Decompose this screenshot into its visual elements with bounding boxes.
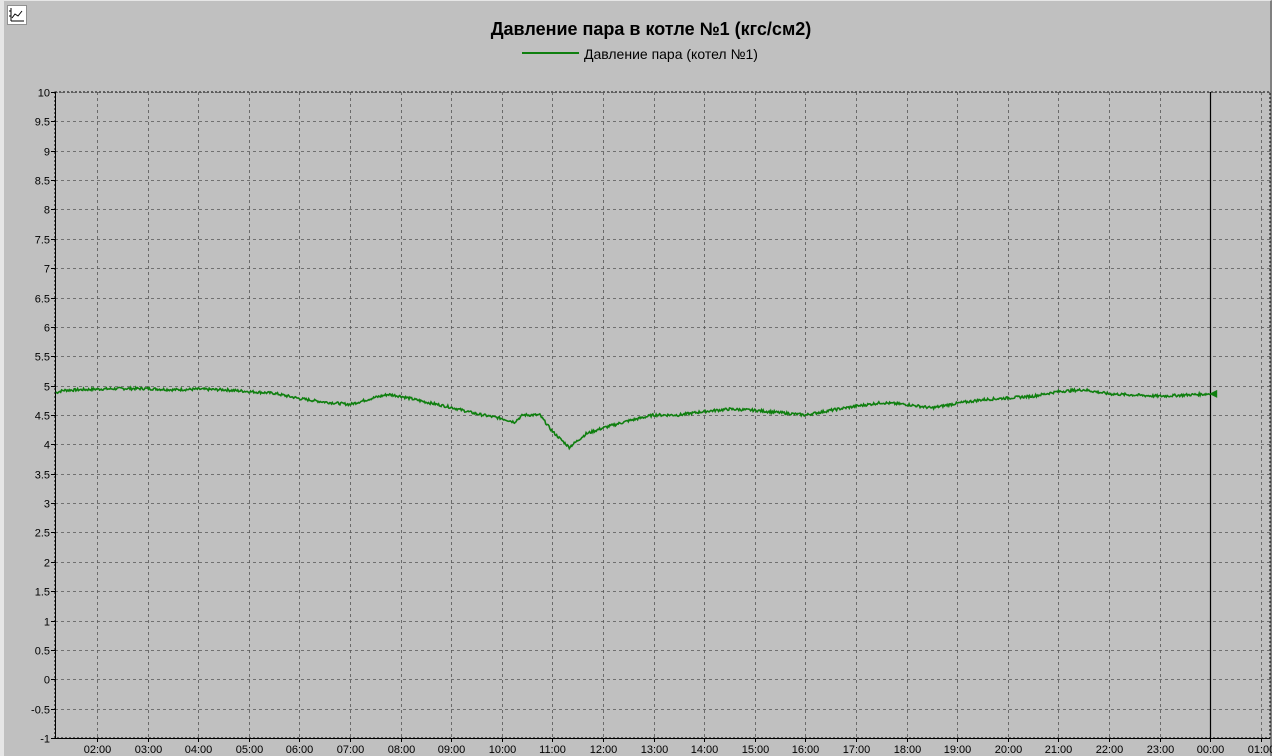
x-tick-label: 16:00	[792, 744, 820, 756]
plot-area: 10 9.5 9 8.5 8 7.5 7 6.5 6 5.5 5 4.5 4 3.5 3 2.5 2 1.5 1 0.…	[31, 88, 1272, 756]
y-tick-label: 2	[44, 558, 50, 570]
y-tick-label: 3.5	[35, 470, 50, 482]
y-tick-label: 5	[44, 382, 50, 394]
x-tick-label: 09:00	[438, 744, 466, 756]
legend-label: Давление пара (котел №1)	[584, 46, 758, 62]
x-tick-label: 15:00	[742, 744, 770, 756]
x-tick-label: 05:00	[236, 744, 264, 756]
y-tick-label: 4.5	[35, 411, 50, 423]
y-tick-label: 7	[44, 264, 50, 276]
y-tick-label: -0.5	[31, 705, 50, 717]
y-tick-label: 5.5	[35, 352, 50, 364]
y-tick-label: -1	[40, 734, 50, 746]
x-tick-label: 07:00	[337, 744, 365, 756]
chart-title: Давление пара в котле №1 (кгс/см2)	[491, 19, 812, 39]
y-tick-label: 0	[44, 675, 50, 687]
y-tick-label: 1	[44, 617, 50, 629]
x-tick-label: 04:00	[185, 744, 213, 756]
x-tick-label: 06:00	[286, 744, 314, 756]
x-tick-label: 19:00	[944, 744, 972, 756]
x-tick-label: 21:00	[1045, 744, 1073, 756]
x-tick-label: 10:00	[489, 744, 517, 756]
y-tick-label: 4	[44, 440, 50, 452]
legend: Давление пара (котел №1)	[522, 46, 758, 62]
x-tick-label: 12:00	[590, 744, 618, 756]
x-tick-label: 20:00	[995, 744, 1023, 756]
chart-settings-icon[interactable]	[7, 5, 27, 25]
y-tick-label: 8.5	[35, 176, 50, 188]
y-tick-label: 6.5	[35, 294, 50, 306]
x-tick-label: 22:00	[1096, 744, 1124, 756]
x-tick-label: 02:00	[84, 744, 112, 756]
y-tick-label: 6	[44, 323, 50, 335]
series-line	[55, 385, 1211, 451]
x-tick-label: 13:00	[641, 744, 669, 756]
x-tick-label: 11:00	[539, 744, 566, 756]
y-tick-label: 1.5	[35, 587, 50, 599]
y-tick-label: 10	[38, 88, 50, 100]
y-tick-label: 9.5	[35, 117, 50, 129]
y-tick-label: 8	[44, 205, 50, 217]
y-tick-label: 2.5	[35, 528, 50, 540]
x-tick-label: 18:00	[894, 744, 922, 756]
y-tick-label: 7.5	[35, 235, 50, 247]
x-tick-label: 14:00	[691, 744, 719, 756]
x-tick-label: 08:00	[388, 744, 416, 756]
x-tick-label: 00:00	[1197, 744, 1225, 756]
y-tick-label: 9	[44, 147, 50, 159]
x-tick-label: 23:00	[1147, 744, 1175, 756]
x-tick-label: 03:00	[135, 744, 163, 756]
x-tick-label: 17:00	[843, 744, 871, 756]
x-tick-label: 01:00	[1248, 744, 1272, 756]
y-tick-label: 3	[44, 499, 50, 511]
series-end-marker	[1209, 389, 1218, 398]
y-tick-label: 0.5	[35, 646, 50, 658]
